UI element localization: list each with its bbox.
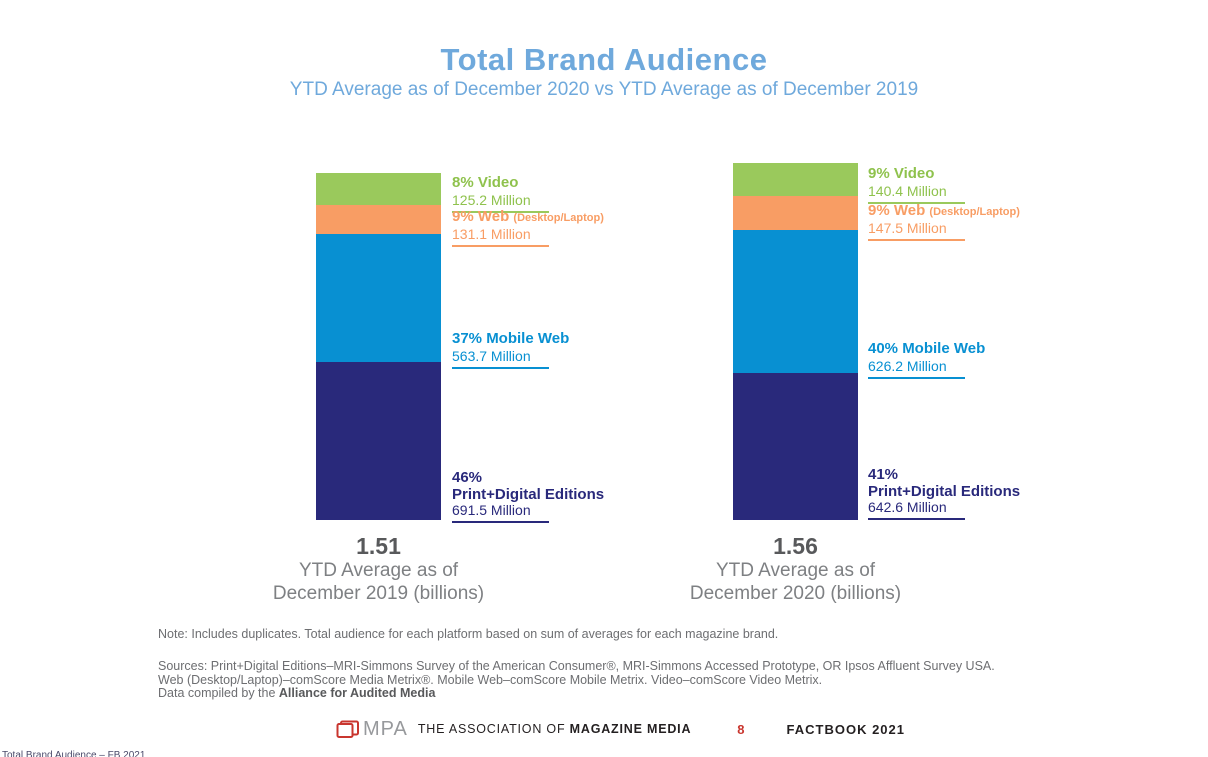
segment-printdigital-2019 [316, 362, 441, 520]
label-value: 626.2 Million [868, 358, 947, 374]
label-title: 37% Mobile Web [452, 330, 570, 347]
label-value: 642.6 Million [868, 499, 947, 515]
label-title: 9% Web (Desktop/Laptop) [868, 202, 1020, 219]
aam-bold-text: Alliance for Audited Media [278, 686, 436, 700]
segment-video-2019 [316, 173, 441, 205]
page-subtitle: YTD Average as of December 2020 vs YTD A… [289, 79, 919, 100]
printdigital-underline [868, 518, 965, 520]
segment-video-2020 [733, 163, 858, 196]
video-underline [868, 202, 965, 204]
label-video-2020: 9% Video 140.4 Million [868, 166, 1098, 204]
caption-line1: YTD Average as of [715, 560, 876, 581]
label-value: 131.1 Million [452, 226, 531, 242]
mpa-logo-text: MPA [363, 717, 408, 740]
association-label: THE ASSOCIATION OF MAGAZINE MEDIA [417, 722, 692, 736]
label-web-2020: 9% Web (Desktop/Laptop) 147.5 Million [868, 203, 1098, 241]
label-value: 691.5 Million [452, 502, 531, 518]
label-title: 9% Web (Desktop/Laptop) [452, 208, 604, 225]
label-mobileweb-2019: 37% Mobile Web 563.7 Million [452, 331, 682, 369]
note-text: Note: Includes duplicates. Total audienc… [158, 627, 779, 641]
factbook-label: FACTBOOK 2021 [786, 721, 905, 737]
web-underline [452, 245, 549, 247]
segment-printdigital-2020 [733, 373, 858, 520]
magazine-media-bold: MAGAZINE MEDIA [569, 722, 692, 736]
label-web-2019: 9% Web (Desktop/Laptop) 131.1 Million [452, 209, 682, 247]
sources-line-2: Web (Desktop/Laptop)–comScore Media Metr… [158, 672, 823, 687]
page-title: Total Brand Audience [440, 42, 768, 77]
page-number: 8 [737, 721, 745, 737]
video-underline [452, 211, 549, 213]
label-value: 563.7 Million [452, 348, 531, 364]
label-title: 9% Video [868, 165, 935, 182]
label-value: 140.4 Million [868, 183, 947, 199]
label-title: 46% [452, 469, 483, 486]
web-underline [868, 239, 965, 241]
clipped-caption: Total Brand Audience – FB 2021 [2, 750, 146, 757]
total-2020: 1.56 [773, 533, 818, 559]
bar-caption-2020: 1.56 YTD Average as of December 2020 (bi… [673, 533, 918, 605]
segment-mobileweb-2020 [733, 230, 858, 373]
mobileweb-underline [452, 367, 549, 369]
label-value: 125.2 Million [452, 192, 531, 208]
sources-line-1: Sources: Print+Digital Editions–MRI-Simm… [158, 659, 995, 673]
mpa-logo-icon [336, 720, 360, 739]
footer: MPA THE ASSOCIATION OF MAGAZINE MEDIA 8 … [336, 717, 905, 741]
label-video-2019: 8% Video 125.2 Million [452, 175, 682, 213]
label-mobileweb-2020: 40% Mobile Web 626.2 Million [868, 341, 1098, 379]
segment-web-2019 [316, 205, 441, 234]
label-printdigital-2020: 41% Print+Digital Editions 642.6 Million [868, 467, 1098, 520]
label-title: 40% Mobile Web [868, 340, 986, 357]
sources-text: Sources: Print+Digital Editions–MRI-Simm… [158, 659, 995, 701]
label-printdigital-2019: 46% Print+Digital Editions 691.5 Million [452, 470, 682, 523]
sources-line-3: Data compiled by the Alliance for Audite… [158, 686, 436, 700]
label-value: 147.5 Million [868, 220, 947, 236]
mobileweb-underline [868, 377, 965, 379]
printdigital-underline [452, 521, 549, 523]
caption-line2: December 2019 (billions) [272, 583, 485, 604]
segment-web-2020 [733, 196, 858, 230]
segment-mobileweb-2019 [316, 234, 441, 362]
total-2019: 1.51 [356, 533, 401, 559]
bar-caption-2019: 1.51 YTD Average as of December 2019 (bi… [256, 533, 501, 605]
label-title: 41% [868, 466, 899, 483]
caption-line1: YTD Average as of [298, 560, 459, 581]
caption-line2: December 2020 (billions) [689, 583, 902, 604]
label-title: 8% Video [452, 174, 519, 191]
